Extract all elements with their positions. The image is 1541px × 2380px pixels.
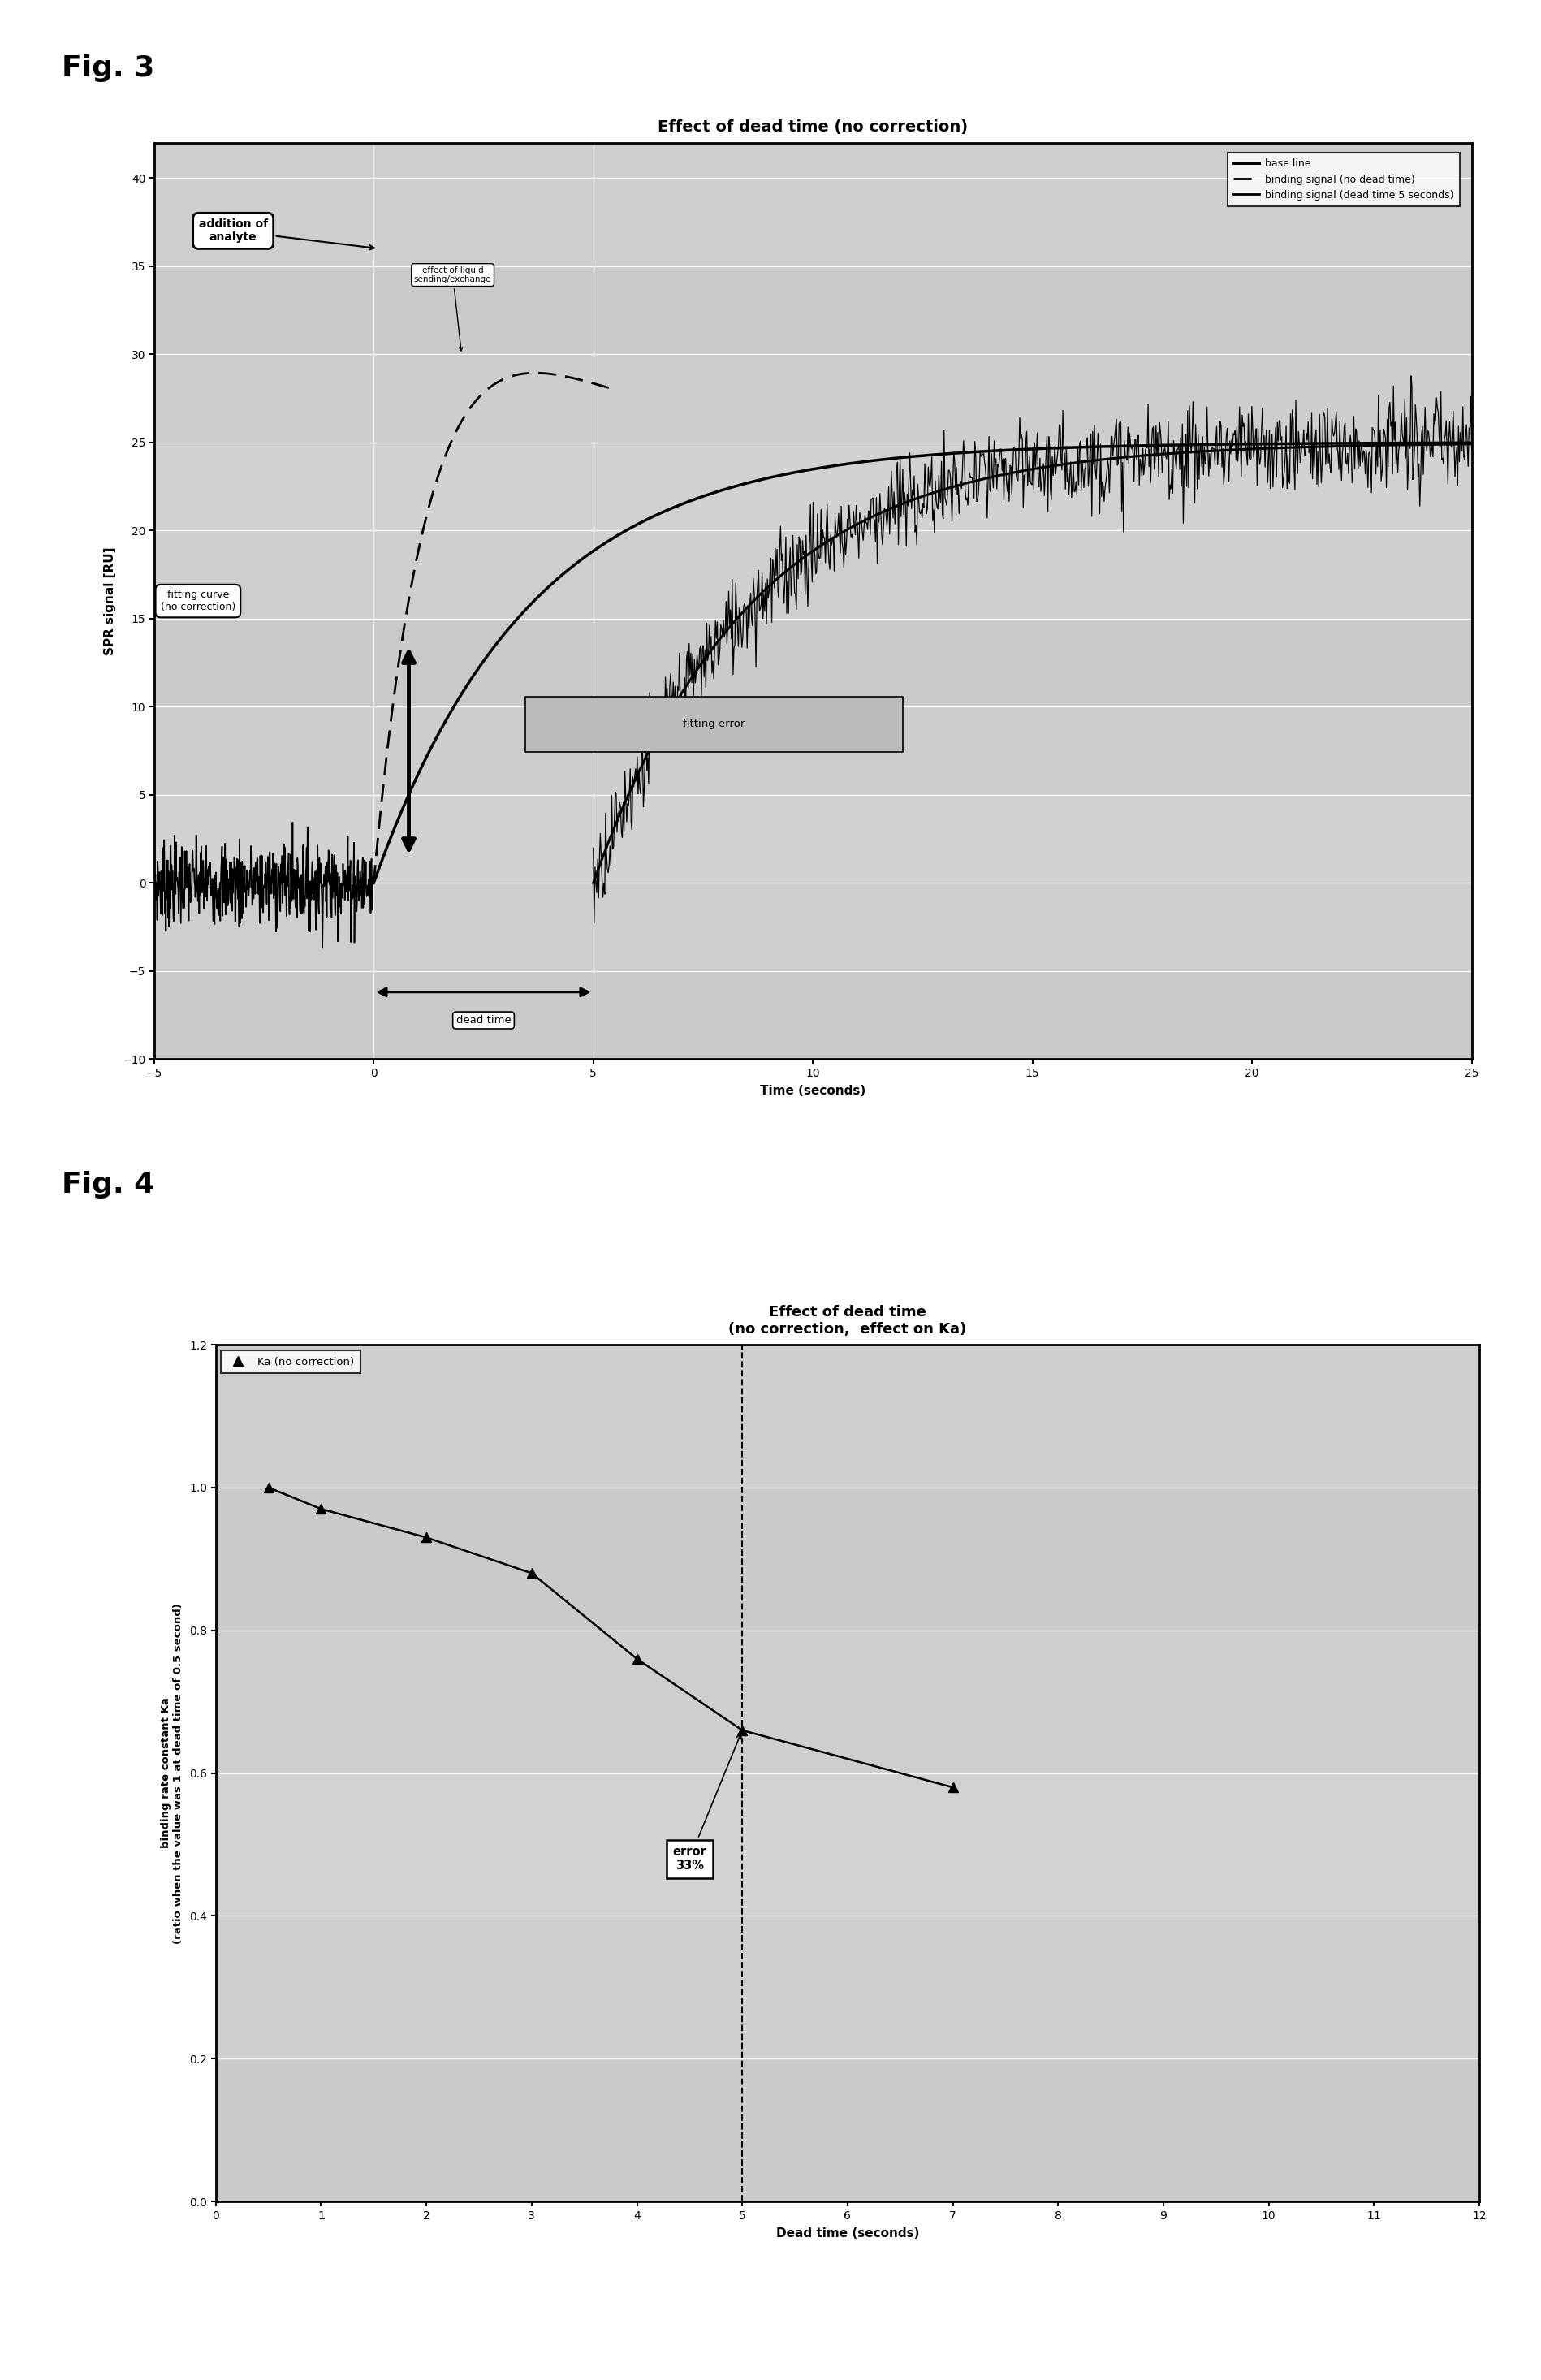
Ka (no correction) (522, 1559, 541, 1587)
Bar (216, 1916, 1479, 2059)
Text: Fig. 4: Fig. 4 (62, 1171, 154, 1200)
Bar (154, 971, 1472, 1059)
Bar (154, 267, 1472, 355)
Text: fitting error: fitting error (683, 719, 744, 731)
Ka (no correction) (627, 1645, 646, 1673)
X-axis label: Time (seconds): Time (seconds) (760, 1085, 866, 1097)
Ka (no correction) (943, 1773, 962, 1802)
Legend: Ka (no correction): Ka (no correction) (220, 1349, 361, 1373)
Text: fitting curve
(no correction): fitting curve (no correction) (160, 590, 236, 612)
Bar (154, 707, 1472, 795)
Ka (no correction) (734, 1716, 752, 1745)
Bar (154, 531, 1472, 619)
Bar (216, 1488, 1479, 1630)
Bar (154, 883, 1472, 971)
Ka (no correction) (418, 1523, 436, 1552)
Bar (216, 1773, 1479, 1916)
Bar (154, 795, 1472, 883)
Line: Ka (no correction): Ka (no correction) (264, 1483, 959, 1792)
Bar (216, 1630, 1479, 1773)
Title: Effect of dead time
(no correction,  effect on Ka): Effect of dead time (no correction, effe… (729, 1304, 966, 1338)
Bar (154, 143, 1472, 267)
Text: addition of
analyte: addition of analyte (199, 219, 374, 250)
Text: effect of liquid
sending/exchange: effect of liquid sending/exchange (415, 267, 492, 350)
Legend: base line, binding signal (no dead time), binding signal (dead time 5 seconds): base line, binding signal (no dead time)… (1228, 152, 1459, 207)
X-axis label: Dead time (seconds): Dead time (seconds) (777, 2228, 918, 2240)
Title: Effect of dead time (no correction): Effect of dead time (no correction) (658, 119, 968, 136)
Bar (216, 1345, 1479, 1488)
Text: error
33%: error 33% (673, 1733, 741, 1873)
Y-axis label: binding rate constant Ka
(ratio when the value was 1 at dead time of 0.5 second): binding rate constant Ka (ratio when the… (162, 1602, 183, 1944)
Bar (216, 2059, 1479, 2202)
Y-axis label: SPR signal [RU]: SPR signal [RU] (105, 547, 116, 655)
Bar (154, 355, 1472, 443)
FancyBboxPatch shape (525, 697, 903, 752)
Bar (154, 619, 1472, 707)
Bar (154, 443, 1472, 531)
Ka (no correction) (259, 1473, 277, 1502)
Text: Fig. 3: Fig. 3 (62, 55, 154, 83)
Text: dead time: dead time (456, 1014, 512, 1026)
Ka (no correction) (311, 1495, 330, 1523)
